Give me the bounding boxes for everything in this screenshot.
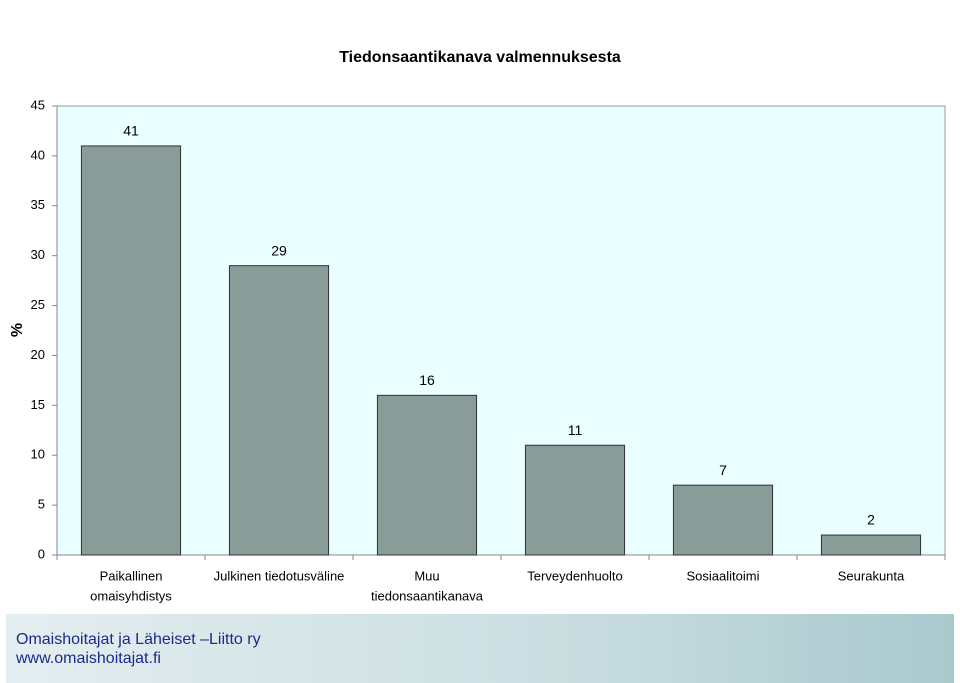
data-label: 16	[419, 372, 435, 388]
bar	[228, 265, 330, 556]
plot-area	[56, 105, 946, 556]
data-label: 41	[123, 123, 139, 139]
x-tick-label: Paikallinen	[100, 568, 163, 583]
footer: Omaishoitajat ja Läheiset –Liitto ry www…	[6, 614, 954, 683]
footer-organization: Omaishoitajat ja Läheiset –Liitto ry	[16, 631, 261, 648]
y-tick-label: 0	[38, 546, 45, 561]
y-tick-label: 25	[31, 297, 45, 312]
y-tick-label: 30	[31, 247, 45, 262]
y-tick-label: 10	[31, 447, 45, 462]
y-axis-label: %	[9, 323, 26, 337]
data-label: 29	[271, 242, 287, 258]
chart-title: Tiedonsaantikanava valmennuksesta	[339, 49, 621, 66]
y-tick-label: 20	[31, 347, 45, 362]
data-label: 11	[568, 422, 583, 438]
y-tick-label: 5	[38, 497, 45, 512]
x-tick-label: Terveydenhuolto	[527, 568, 622, 583]
y-tick-label: 15	[31, 397, 45, 412]
x-tick-label: tiedonsaantikanava	[371, 588, 484, 603]
bar	[820, 534, 922, 556]
data-label: 7	[719, 462, 727, 478]
x-tick-label: Julkinen tiedotusväline	[214, 568, 345, 583]
bar	[672, 484, 774, 556]
footer-url: www.omaishoitajat.fi	[16, 650, 161, 667]
x-tick-label: Sosiaalitoimi	[687, 568, 760, 583]
x-tick-label: omaisyhdistys	[90, 588, 172, 603]
bar	[80, 145, 182, 556]
y-tick-label: 40	[31, 147, 45, 162]
y-tick-label: 45	[31, 97, 45, 112]
bar	[376, 394, 478, 556]
data-label: 2	[867, 512, 875, 528]
bar	[524, 444, 626, 556]
x-tick-label: Seurakunta	[838, 568, 905, 583]
y-tick-label: 35	[31, 197, 45, 212]
x-tick-label: Muu	[414, 568, 439, 583]
chart: Tiedonsaantikanava valmennuksesta % 0 5 10…	[9, 49, 946, 603]
